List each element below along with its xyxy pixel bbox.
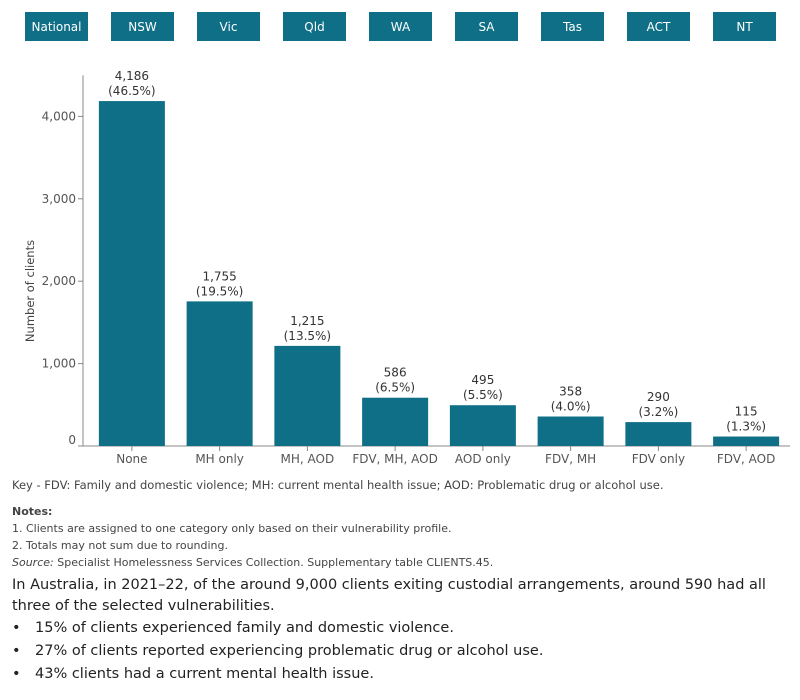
y-tick-label: 1,000 bbox=[42, 357, 76, 371]
y-tick-label: 4,000 bbox=[42, 109, 76, 123]
tab-nt[interactable]: NT bbox=[713, 12, 776, 41]
bullet-text: 43% clients had a current mental health … bbox=[35, 666, 374, 682]
data-label-value: 290 bbox=[647, 390, 670, 404]
note-item: 1. Clients are assigned to one category … bbox=[12, 522, 452, 535]
source-note: Source: Specialist Homelessness Services… bbox=[12, 556, 493, 569]
x-tick-label: MH, AOD bbox=[281, 452, 335, 466]
data-label-percent: (1.3%) bbox=[726, 420, 766, 434]
tab-tas[interactable]: Tas bbox=[541, 12, 604, 41]
tab-qld[interactable]: Qld bbox=[283, 12, 346, 41]
list-item: • 15% of clients experienced family and d… bbox=[12, 617, 543, 640]
bar bbox=[186, 301, 253, 446]
data-label-value: 1,215 bbox=[290, 314, 324, 328]
y-tick-label: 3,000 bbox=[42, 192, 76, 206]
bar bbox=[274, 345, 341, 446]
tab-act[interactable]: ACT bbox=[627, 12, 690, 41]
bullet-icon: • bbox=[12, 620, 21, 636]
data-label-percent: (4.0%) bbox=[551, 400, 591, 414]
data-label-percent: (19.5%) bbox=[196, 284, 243, 298]
bar-chart: 0 1,000 2,000 3,000 4,000 Number of clients No… bbox=[23, 69, 790, 466]
x-tick-label: None bbox=[116, 452, 147, 466]
data-label-value: 358 bbox=[559, 385, 582, 399]
data-label-percent: (13.5%) bbox=[284, 329, 331, 343]
x-tick-label: FDV, MH bbox=[545, 452, 596, 466]
bar bbox=[98, 101, 165, 446]
x-tick-label: FDV, AOD bbox=[717, 452, 775, 466]
source-text: Specialist Homelessness Services Collect… bbox=[53, 556, 494, 569]
source-label: Source: bbox=[12, 556, 54, 569]
bar bbox=[449, 405, 516, 446]
key-text: Key - FDV: Family and domestic violence;… bbox=[12, 478, 664, 492]
tab-vic[interactable]: Vic bbox=[197, 12, 260, 41]
x-tick-label: FDV only bbox=[632, 452, 685, 466]
bar bbox=[362, 397, 429, 446]
x-tick-label: MH only bbox=[195, 452, 244, 466]
data-label-value: 586 bbox=[384, 366, 407, 380]
bullet-text: 27% of clients reported experiencing pro… bbox=[35, 643, 544, 659]
tab-national[interactable]: National bbox=[25, 12, 88, 41]
x-tick-label: FDV, MH, AOD bbox=[352, 452, 437, 466]
bar bbox=[537, 416, 604, 446]
data-label-value: 1,755 bbox=[202, 269, 236, 283]
bullet-icon: • bbox=[12, 666, 21, 682]
data-label-percent: (6.5%) bbox=[375, 381, 415, 395]
y-axis-label: Number of clients bbox=[23, 240, 37, 342]
state-tab-bar: National NSW Vic Qld WA SA Tas ACT NT bbox=[25, 12, 777, 42]
bar bbox=[625, 422, 692, 446]
notes-title: Notes: bbox=[12, 505, 53, 518]
summary-text: In Australia, in 2021–22, of the around … bbox=[12, 577, 766, 614]
data-label-percent: (5.5%) bbox=[463, 388, 503, 402]
list-item: • 27% of clients reported experiencing pr… bbox=[12, 640, 543, 663]
data-label-percent: (46.5%) bbox=[108, 84, 155, 98]
data-label-percent: (3.2%) bbox=[638, 405, 678, 419]
bullet-icon: • bbox=[12, 643, 21, 659]
y-tick-label: 0 bbox=[68, 433, 76, 447]
tab-sa[interactable]: SA bbox=[455, 12, 518, 41]
bullet-text: 15% of clients experienced family and do… bbox=[35, 620, 454, 636]
list-item: • 43% clients had a current mental health… bbox=[12, 663, 543, 686]
y-tick-label: 2,000 bbox=[42, 274, 76, 288]
bullet-list: • 15% of clients experienced family and d… bbox=[12, 617, 543, 686]
x-tick-label: AOD only bbox=[455, 452, 511, 466]
tab-wa[interactable]: WA bbox=[369, 12, 432, 41]
data-label-value: 4,186 bbox=[115, 69, 149, 83]
data-label-value: 495 bbox=[471, 373, 494, 387]
bar bbox=[713, 436, 780, 446]
note-item: 2. Totals may not sum due to rounding. bbox=[12, 539, 228, 552]
data-label-value: 115 bbox=[735, 405, 758, 419]
tab-nsw[interactable]: NSW bbox=[111, 12, 174, 41]
